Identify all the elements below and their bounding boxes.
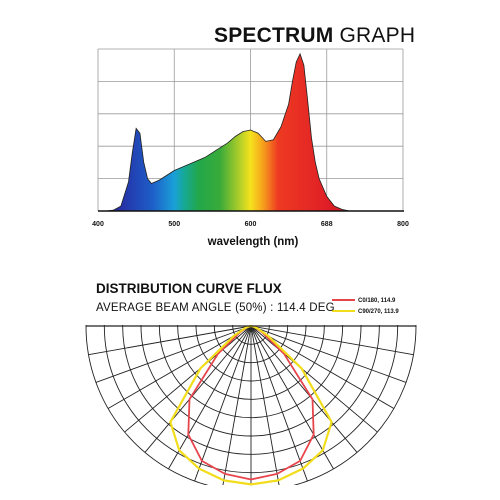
- polar-spoke: [168, 325, 252, 470]
- polar-legend: C0/180, 114.9 C90/270, 113.9: [332, 298, 399, 315]
- spectrum-chart: 400 500 600 688 800: [92, 48, 409, 228]
- polar-spoke: [88, 325, 252, 356]
- polar-curve-c90-270: [169, 324, 333, 486]
- polar-spoke: [250, 325, 407, 383]
- spectrum-tick-label: 800: [397, 221, 409, 228]
- polar-spoke: [95, 325, 252, 383]
- polar-spoke: [250, 325, 280, 485]
- spectrum-title-light: GRAPH: [339, 24, 416, 47]
- polar-spoke: [194, 325, 252, 482]
- polar-spoke: [250, 325, 308, 482]
- spectrum-tick-labels: 400 500 600 688 800: [92, 221, 409, 228]
- legend-label: C90/270, 113.9: [358, 309, 399, 315]
- distribution-title: DISTRIBUTION CURVE FLUX: [96, 281, 282, 296]
- polar-spoke: [250, 325, 414, 356]
- spectrum-title-bold: SPECTRUM: [214, 24, 334, 47]
- polar-spoke: [250, 325, 395, 409]
- polar-spoke: [124, 325, 252, 433]
- polar-spoke: [144, 325, 252, 453]
- distribution-subtitle: AVERAGE BEAM ANGLE (50%) : 114.4 DEG: [96, 302, 335, 314]
- spectrum-title: SPECTRUM GRAPH: [214, 24, 415, 48]
- polar-spoke: [222, 325, 252, 485]
- spectrum-x-label: wavelength (nm): [207, 236, 299, 248]
- spectrum-tick-label: 500: [168, 221, 180, 228]
- legend-label: C0/180, 114.9: [358, 298, 396, 304]
- spectrum-tick-label: 688: [321, 221, 333, 228]
- distribution-chart: C0/180, 114.9 C90/270, 113.9: [85, 298, 417, 486]
- spectrum-tick-label: 600: [245, 221, 257, 228]
- polar-spoke: [250, 325, 334, 470]
- polar-curves: [169, 324, 333, 486]
- spectrum-tick-label: 400: [92, 221, 104, 228]
- polar-spoke: [250, 325, 358, 453]
- polar-spoke: [107, 325, 252, 409]
- polar-spoke: [250, 325, 378, 433]
